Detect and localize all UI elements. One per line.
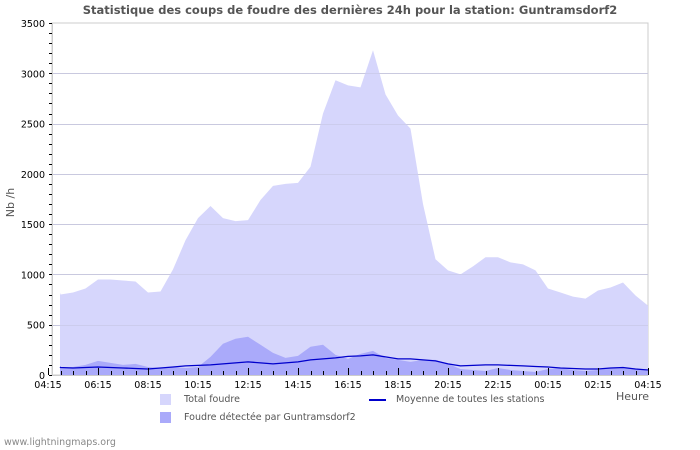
x-axis-label: Heure [616, 390, 650, 403]
legend-label-average: Moyenne de toutes les stations [396, 394, 545, 405]
y-tick-label: 2000 [21, 170, 45, 181]
x-tick-label: 20:15 [434, 380, 461, 391]
x-tick-label: 14:15 [284, 380, 311, 391]
x-tick-label: 02:15 [584, 380, 611, 391]
y-tick-label: 1500 [21, 220, 45, 231]
legend-total-foudre: Total foudre [160, 394, 240, 405]
x-tick-label: 22:15 [484, 380, 511, 391]
area-total-foudre [60, 50, 648, 375]
legend-swatch-total [160, 394, 171, 405]
legend-label-total: Total foudre [184, 394, 240, 405]
chart-title: Statistique des coups de foudre des dern… [82, 3, 618, 17]
legend-swatch-station [160, 412, 171, 423]
y-tick-label: 3500 [21, 19, 45, 30]
legend-label-station: Foudre détectée par Guntramsdorf2 [184, 412, 356, 423]
legend-swatch-average [369, 398, 386, 401]
x-tick-label: 04:15 [34, 380, 61, 391]
y-tick-label: 2500 [21, 120, 45, 131]
y-tick-label: 500 [27, 321, 45, 332]
x-tick-label: 04:15 [634, 380, 661, 391]
x-tick-label: 00:15 [534, 380, 561, 391]
legend-station: Foudre détectée par Guntramsdorf2 [160, 412, 356, 423]
x-tick-label: 18:15 [384, 380, 411, 391]
y-tick-label: 1000 [21, 270, 45, 281]
y-tick-label: 3000 [21, 69, 45, 80]
x-tick-label: 06:15 [84, 380, 111, 391]
x-tick-label: 08:15 [134, 380, 161, 391]
legend-average: Moyenne de toutes les stations [369, 394, 544, 405]
y-axis-label: Nb /h [4, 187, 18, 218]
y-tick-label: 0 [39, 371, 45, 382]
x-tick-label: 10:15 [184, 380, 211, 391]
x-tick-label: 12:15 [234, 380, 261, 391]
source-link[interactable]: www.lightningmaps.org [4, 437, 116, 448]
x-tick-label: 16:15 [334, 380, 361, 391]
